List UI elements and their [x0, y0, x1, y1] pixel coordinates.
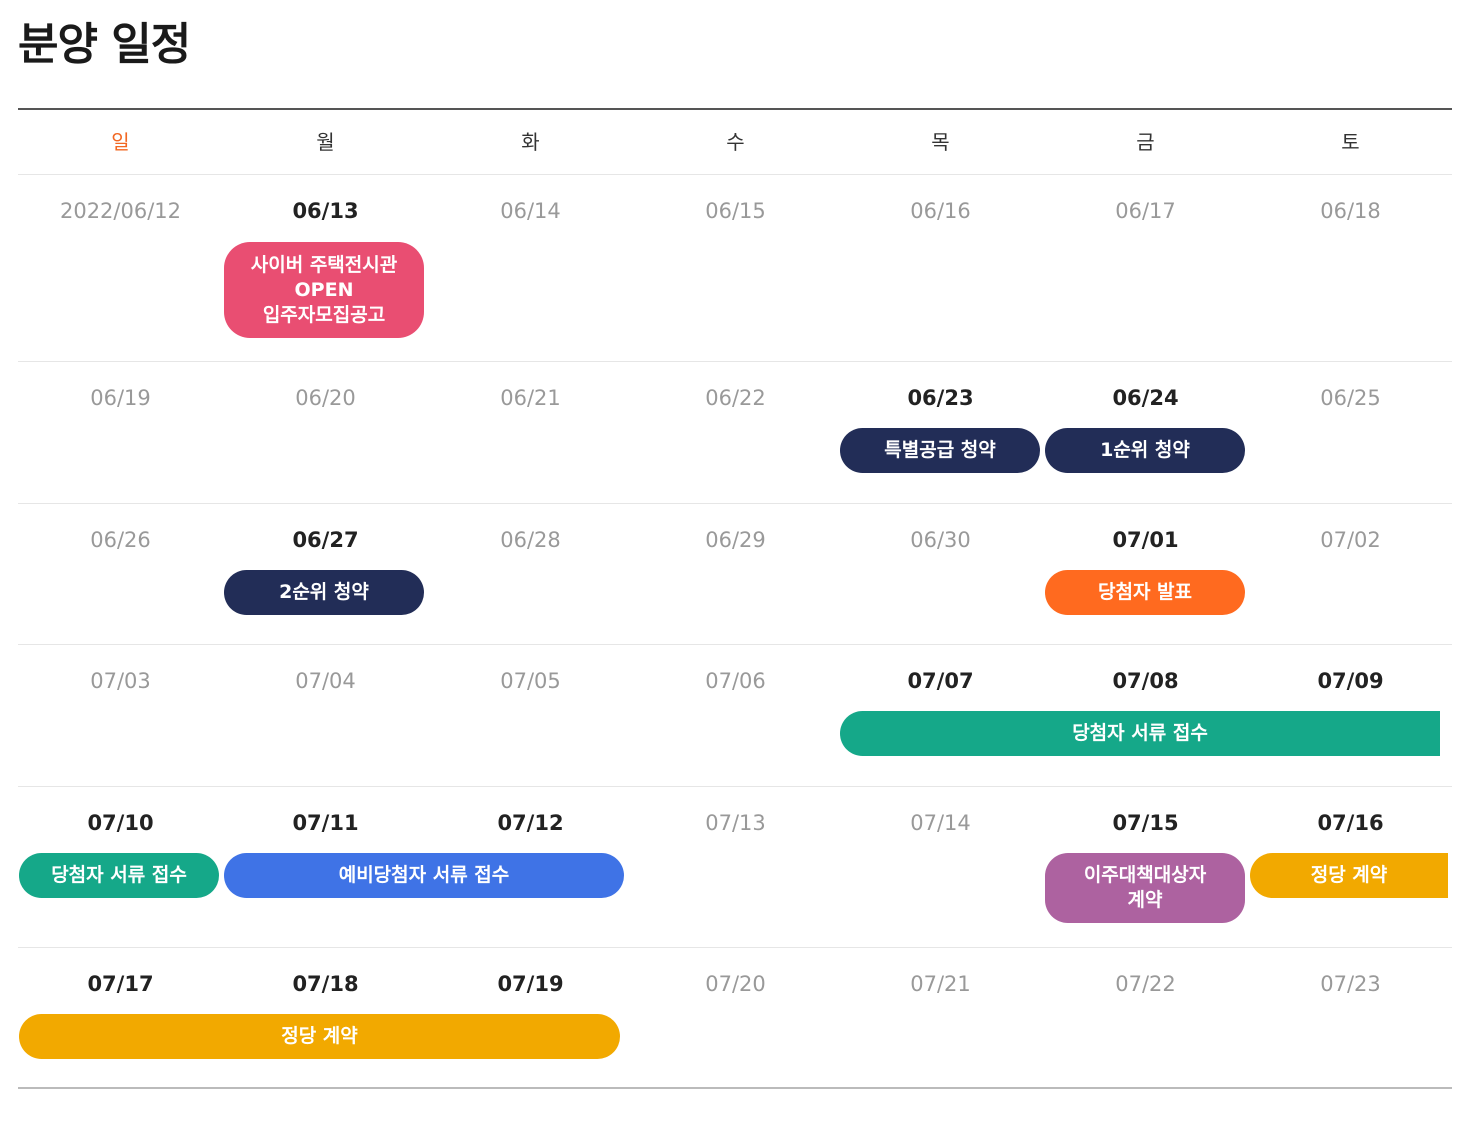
date-cell: 06/29 — [705, 528, 766, 552]
event-first-rank-subscription[interactable]: 1순위 청약 — [1045, 428, 1245, 473]
weekday-sunday: 일 — [111, 130, 130, 154]
date-cell-active: 07/12 — [497, 811, 564, 835]
event-winner-announcement[interactable]: 당첨자 발표 — [1045, 570, 1245, 615]
calendar-week-3: 06/26 06/27 06/28 06/29 06/30 07/01 07/0… — [18, 504, 1452, 645]
date-cell: 06/20 — [295, 386, 356, 410]
date-cell: 07/06 — [705, 669, 766, 693]
calendar-week-4: 07/03 07/04 07/05 07/06 07/07 07/08 07/0… — [18, 645, 1452, 787]
date-cell-active: 07/19 — [497, 972, 564, 996]
event-regular-contract[interactable]: 정당 계약 — [1250, 853, 1448, 898]
date-cell-active: 06/24 — [1112, 386, 1179, 410]
date-cell: 06/25 — [1320, 386, 1381, 410]
date-cell-active: 07/18 — [292, 972, 359, 996]
date-cell: 2022/06/12 — [59, 199, 182, 223]
date-cell: 06/18 — [1320, 199, 1381, 223]
date-cell-active: 06/13 — [292, 199, 359, 223]
date-cell: 06/19 — [90, 386, 151, 410]
calendar-week-6: 07/17 07/18 07/19 07/20 07/21 07/22 07/2… — [18, 948, 1452, 1089]
date-cell: 07/02 — [1320, 528, 1381, 552]
date-cell: 07/22 — [1115, 972, 1176, 996]
event-reserve-winner-document-submission[interactable]: 예비당첨자 서류 접수 — [224, 853, 624, 898]
date-cell: 07/20 — [705, 972, 766, 996]
date-cell-active: 07/16 — [1317, 811, 1384, 835]
calendar-week-5: 07/10 07/11 07/12 07/13 07/14 07/15 07/1… — [18, 787, 1452, 948]
weekday-saturday: 토 — [1341, 130, 1360, 154]
event-special-supply-subscription[interactable]: 특별공급 청약 — [840, 428, 1040, 473]
date-cell: 06/26 — [90, 528, 151, 552]
date-cell: 07/05 — [500, 669, 561, 693]
date-cell: 07/23 — [1320, 972, 1381, 996]
date-cell: 07/21 — [910, 972, 971, 996]
date-cell-active: 07/10 — [87, 811, 154, 835]
date-cell: 06/22 — [705, 386, 766, 410]
date-cell: 07/13 — [705, 811, 766, 835]
calendar-top-divider — [18, 108, 1452, 110]
date-cell: 06/21 — [500, 386, 561, 410]
calendar-week-1: 2022/06/12 06/13 06/14 06/15 06/16 06/17… — [18, 175, 1452, 362]
date-cell: 07/04 — [295, 669, 356, 693]
weekday-tuesday: 화 — [521, 130, 540, 154]
weekday-wednesday: 수 — [726, 130, 745, 154]
weekday-header-row: 일 월 화 수 목 금 토 — [18, 110, 1452, 175]
date-cell-active: 07/09 — [1317, 669, 1384, 693]
calendar-week-2: 06/19 06/20 06/21 06/22 06/23 06/24 06/2… — [18, 362, 1452, 504]
page-title: 분양 일정 — [18, 19, 191, 70]
event-relocation-target-contract[interactable]: 이주대책대상자 계약 — [1045, 853, 1245, 923]
event-winner-document-submission[interactable]: 당첨자 서류 접수 — [840, 711, 1440, 756]
date-cell: 06/15 — [705, 199, 766, 223]
weekday-thursday: 목 — [931, 130, 950, 154]
date-cell-active: 07/17 — [87, 972, 154, 996]
weekday-monday: 월 — [316, 130, 335, 154]
date-cell: 06/17 — [1115, 199, 1176, 223]
event-winner-document-submission[interactable]: 당첨자 서류 접수 — [19, 853, 219, 898]
event-second-rank-subscription[interactable]: 2순위 청약 — [224, 570, 424, 615]
event-regular-contract[interactable]: 정당 계약 — [19, 1014, 620, 1059]
date-cell-active: 07/15 — [1112, 811, 1179, 835]
date-cell: 06/14 — [500, 199, 561, 223]
date-cell: 06/30 — [910, 528, 971, 552]
date-cell-active: 06/23 — [907, 386, 974, 410]
date-cell-active: 07/08 — [1112, 669, 1179, 693]
date-cell: 07/14 — [910, 811, 971, 835]
date-cell-active: 07/11 — [292, 811, 359, 835]
date-cell-active: 07/07 — [907, 669, 974, 693]
date-cell-active: 06/27 — [292, 528, 359, 552]
date-cell: 06/28 — [500, 528, 561, 552]
date-cell-active: 07/01 — [1112, 528, 1179, 552]
date-cell: 06/16 — [910, 199, 971, 223]
event-cyber-housing-open[interactable]: 사이버 주택전시관 OPEN 입주자모집공고 — [224, 242, 424, 338]
weekday-friday: 금 — [1136, 130, 1155, 154]
date-cell: 07/03 — [90, 669, 151, 693]
